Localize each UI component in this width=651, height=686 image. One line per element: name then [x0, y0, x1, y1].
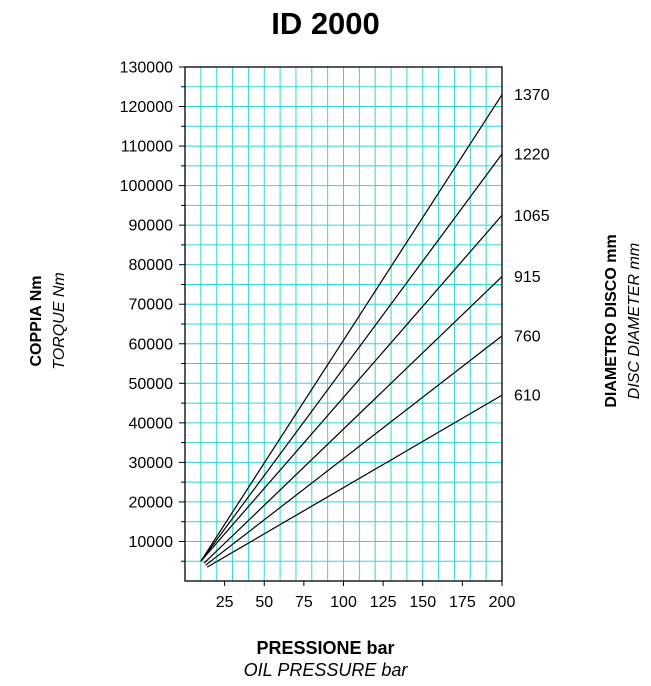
- series-line-1220: [200, 153, 503, 562]
- series-line-1370: [200, 94, 503, 562]
- y-tick-label: 130000: [120, 60, 173, 77]
- series-label-1370: 1370: [514, 87, 550, 104]
- y-tick-label: 50000: [129, 376, 174, 393]
- series-label-1220: 1220: [514, 146, 550, 163]
- y-tick-label: 10000: [129, 534, 174, 551]
- series-label-610: 610: [514, 388, 541, 405]
- y-tick-label: 40000: [129, 415, 174, 432]
- y2-axis-label: DIAMETRO DISCO mm: [603, 234, 620, 408]
- series-line-915: [203, 276, 503, 564]
- x-tick-label: 75: [295, 594, 313, 611]
- x-axis-label-en: OIL PRESSURE bar: [243, 660, 408, 680]
- x-tick-label: 200: [489, 594, 516, 611]
- series-label-760: 760: [514, 328, 541, 345]
- y-tick-label: 90000: [129, 218, 174, 235]
- series-lines: [200, 94, 503, 568]
- x-tick-label: 150: [409, 594, 436, 611]
- y2-axis-label-en: DISC DIAMETER mm: [626, 242, 643, 400]
- y-tick-label: 20000: [129, 494, 174, 511]
- x-tick-label: 25: [216, 594, 234, 611]
- y-tick-label: 60000: [129, 336, 174, 353]
- tick-labels: 10000 20000 30000 40000 50000 60000 70000 80000…: [120, 60, 550, 612]
- y-tick-label: 70000: [129, 297, 174, 314]
- series-label-1065: 1065: [514, 208, 550, 225]
- chart-title: ID 2000: [271, 6, 380, 41]
- x-tick-label: 100: [330, 594, 357, 611]
- y-axis-label: COPPIA Nm: [28, 275, 45, 367]
- x-axis-label: PRESSIONE bar: [256, 638, 395, 658]
- series-line-610: [206, 394, 503, 568]
- y-tick-label: 100000: [120, 178, 173, 195]
- grid: [185, 67, 502, 581]
- series-line-760: [205, 335, 503, 566]
- x-tick-label: 125: [370, 594, 397, 611]
- y-tick-label: 120000: [120, 99, 173, 116]
- y-tick-label: 110000: [121, 139, 173, 156]
- axis-ticks: [179, 66, 503, 586]
- series-label-915: 915: [514, 269, 541, 286]
- x-tick-label: 50: [255, 594, 273, 611]
- y-tick-label: 30000: [129, 455, 174, 472]
- y-tick-label: 80000: [129, 257, 174, 274]
- series-line-1065: [200, 214, 503, 562]
- x-tick-label: 175: [449, 594, 476, 611]
- y-axis-label-en: TORQUE Nm: [51, 272, 68, 370]
